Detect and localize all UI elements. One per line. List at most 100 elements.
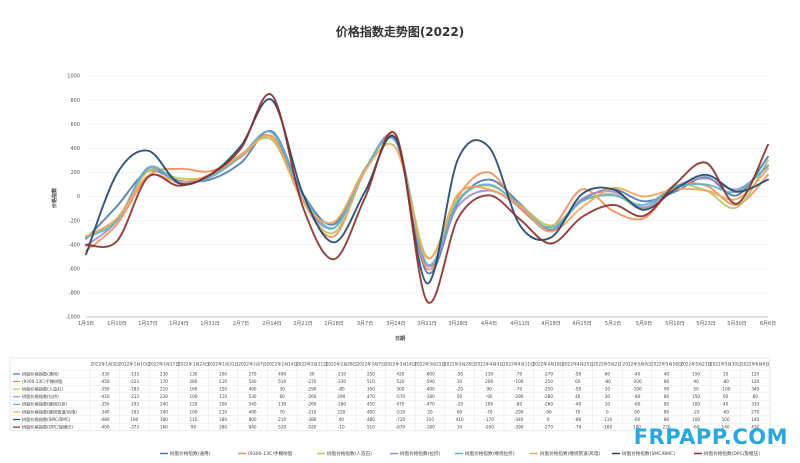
table-cell: -340: [514, 417, 524, 422]
y-ticks: -1000 -800 -600 -400 -200 0 200 400 600 800 1000: [65, 74, 80, 321]
table-cell: 100: [189, 394, 197, 399]
table-cell: 120: [751, 379, 759, 384]
table-header-cell: 2022年5月23日: [680, 361, 711, 368]
table-header-cell: 2022年1月3日: [91, 361, 120, 368]
x-ticks: 1月3日 1月10日 1月17日 1月24日 1月31日 2月7日 2月14日 2月21日 2月…: [78, 321, 776, 327]
table-header-cell: 2022年2月14日: [267, 361, 298, 368]
table-series-label: 树脂价格指数(通用): [22, 370, 59, 377]
table-cell: -510: [396, 409, 406, 414]
table-cell: 220: [663, 425, 671, 430]
table-cell: 480: [367, 417, 375, 422]
table-cell: 120: [189, 402, 197, 407]
table-cell: 10: [605, 402, 611, 407]
table-cell: 280: [219, 425, 227, 430]
y-tick-label: -600: [69, 267, 80, 273]
table-cell: -80: [634, 394, 641, 399]
table-cell: -373: [130, 425, 140, 430]
table-header-cell: 2022年4月25日: [562, 361, 593, 368]
table-cell: -280: [544, 394, 554, 399]
table-cell: -590: [425, 379, 435, 384]
table-header-cell: 2022年2月7日: [238, 361, 267, 368]
x-tick-label: 1月31日: [200, 321, 220, 327]
table-cell: 40: [723, 402, 729, 407]
table-border: [9, 357, 771, 432]
table-cell: -50: [456, 371, 463, 376]
table-cell: -210: [307, 409, 317, 414]
table-cell: -330: [337, 379, 347, 384]
table-cell: -193: [130, 402, 140, 407]
x-tick-label: 2月21日: [293, 321, 313, 327]
table-header-cell: 2022年1月17日: [148, 361, 179, 368]
table-cell: 140: [722, 425, 730, 430]
x-tick-label: 5月9日: [636, 321, 652, 327]
table-cell: -70: [574, 425, 581, 430]
table-cell: 100: [722, 417, 730, 422]
watermark: FRPAPP.COM: [633, 425, 788, 449]
table-cell: 470: [367, 394, 375, 399]
table-header-cell: 2022年2月28日: [326, 361, 357, 368]
x-tick-label: 4月18日: [541, 321, 561, 327]
table-cell: 10: [723, 371, 729, 376]
x-tick-label: 2月7日: [233, 321, 249, 327]
table-header-cell: 2022年3月28日: [444, 361, 475, 368]
table-cell: 210: [160, 387, 168, 392]
table-cell: 140: [160, 409, 168, 414]
table-cell: 210: [278, 417, 286, 422]
legend-label: 树脂价格指数(缠绕管道/风电): [540, 450, 600, 457]
table-cell: 340: [751, 387, 759, 392]
table-cell: 180: [219, 417, 227, 422]
table-header-cell: 2022年3月21日: [414, 361, 445, 368]
table-cell: 250: [367, 371, 375, 376]
table-cell: 10: [457, 379, 463, 384]
table-cell: -223: [130, 379, 140, 384]
table-cell: -80: [722, 379, 729, 384]
table-cell: -350: [100, 402, 110, 407]
table-cell: 150: [692, 371, 700, 376]
table-cell: 160: [160, 425, 168, 430]
table-cell: -20: [456, 402, 463, 407]
table-cell: 470: [396, 402, 404, 407]
table-cell: -60: [634, 402, 641, 407]
table-header-cell: 2022年1月24日: [178, 361, 209, 368]
table-series-label: 树脂价格指数(缠绕拉挤): [22, 401, 68, 408]
table-cell: 210: [219, 379, 227, 384]
table-cell: 540: [249, 402, 257, 407]
table-cell: 350: [367, 387, 375, 392]
table-cell: 80: [664, 402, 670, 407]
table-cell: 460: [249, 387, 257, 392]
table-cell: 300: [396, 387, 404, 392]
legend-label: (9300-13C)手糊树脂: [248, 450, 293, 457]
table-cell: -400: [100, 425, 110, 430]
table-cell: 90: [664, 387, 670, 392]
chart-title: 价格指数走势图(2022): [336, 24, 464, 39]
table-cell: 100: [189, 409, 197, 414]
x-tick-label: 1月17日: [138, 321, 158, 327]
y-tick-label: -400: [69, 242, 80, 248]
table-cell: 170: [160, 379, 168, 384]
table-cell: 30: [280, 387, 286, 392]
table-cell: -160: [603, 425, 613, 430]
table-cell: 20: [605, 387, 611, 392]
table-header-cell: 2022年4月4日: [475, 361, 504, 368]
table-cell: -200: [484, 425, 494, 430]
table-cell: 60: [280, 394, 286, 399]
table-cell: 100: [692, 417, 700, 422]
table-cell: 520: [278, 425, 286, 430]
table-cell: -100: [632, 387, 642, 392]
table-cell: -80: [574, 417, 581, 422]
table-cell: -450: [100, 379, 110, 384]
x-tick-label: 5月16日: [665, 321, 685, 327]
table-cell: 510: [367, 379, 375, 384]
table-cell: 80: [664, 394, 670, 399]
table-cell: 510: [367, 425, 375, 430]
table-header-cell: 2022年3月14日: [385, 361, 416, 368]
table-cell: 510: [278, 379, 286, 384]
table-cell: 80: [664, 417, 670, 422]
y-grid: [86, 75, 768, 318]
table-cell: -50: [574, 387, 581, 392]
legend-label: 树脂价格指数(人造石): [327, 450, 372, 457]
table-cell: -80: [338, 387, 345, 392]
x-tick-label: 1月24日: [169, 321, 189, 327]
table-cell: 840: [249, 425, 257, 430]
table-cell: 410: [456, 417, 464, 422]
